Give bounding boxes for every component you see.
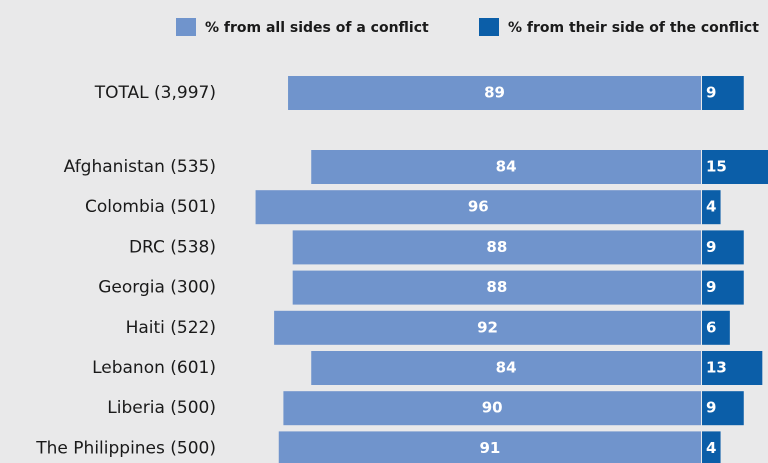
value-label: 4 (706, 439, 716, 457)
value-label: 6 (706, 318, 716, 336)
value-label: 9 (706, 238, 716, 256)
bar (702, 190, 721, 225)
bar (702, 391, 744, 426)
legend-label: % from their side of the conflict (508, 20, 759, 36)
bar (702, 150, 768, 184)
bar (292, 230, 701, 265)
value-label: 92 (477, 318, 498, 336)
bar (274, 310, 701, 345)
category-label: Afghanistan (535) (64, 157, 216, 177)
value-label: 4 (706, 198, 716, 216)
bar (702, 270, 744, 305)
bar (311, 351, 701, 385)
bar (311, 150, 701, 184)
value-label: 91 (479, 439, 500, 457)
bar (702, 351, 763, 385)
category-label: Haiti (522) (126, 318, 216, 338)
bar (702, 76, 744, 110)
value-label: 15 (706, 158, 727, 176)
bar (702, 431, 721, 463)
value-label: 13 (706, 359, 727, 377)
value-label: 90 (482, 399, 503, 417)
value-label: 9 (706, 399, 716, 417)
category-label: Liberia (500) (107, 398, 216, 418)
value-label: 9 (706, 84, 716, 102)
bar (702, 310, 730, 345)
legend-swatch (479, 18, 499, 36)
value-label: 89 (484, 84, 505, 102)
bar (283, 391, 701, 426)
legend-label: % from all sides of a conflict (205, 20, 429, 36)
bar (278, 431, 701, 463)
category-label: The Philippines (500) (35, 438, 216, 458)
value-label: 96 (468, 198, 489, 216)
bar (255, 190, 701, 225)
bar (292, 270, 701, 305)
category-label: Lebanon (601) (92, 358, 216, 378)
value-label: 88 (486, 278, 507, 296)
bar (702, 230, 744, 265)
category-label: TOTAL (3,997) (94, 83, 216, 103)
value-label: 88 (486, 238, 507, 256)
value-label: 84 (496, 359, 517, 377)
category-label: Colombia (501) (85, 197, 216, 217)
legend-swatch (176, 18, 196, 36)
bar (288, 76, 701, 110)
category-label: Georgia (300) (98, 278, 216, 298)
category-label: DRC (538) (129, 237, 216, 257)
value-label: 9 (706, 278, 716, 296)
value-label: 84 (496, 158, 517, 176)
